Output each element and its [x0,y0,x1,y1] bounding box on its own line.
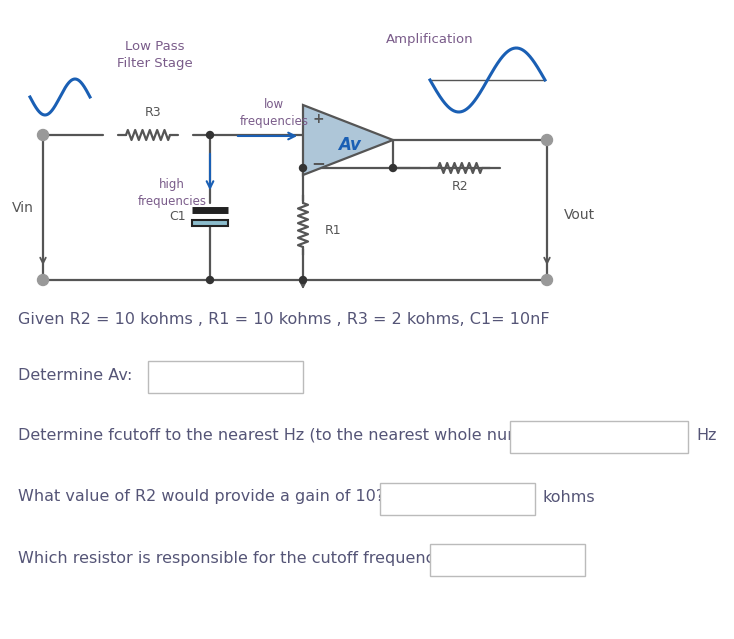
Text: Low Pass
Filter Stage: Low Pass Filter Stage [117,40,193,70]
Circle shape [206,132,214,139]
Polygon shape [303,105,393,175]
FancyBboxPatch shape [510,421,688,453]
Circle shape [299,277,307,284]
Text: Determine fcutoff to the nearest Hz (to the nearest whole number):: Determine fcutoff to the nearest Hz (to … [18,427,562,442]
Text: R3: R3 [145,107,161,119]
Text: kohms: kohms [542,489,595,505]
Circle shape [37,130,48,141]
Text: +: + [312,112,324,126]
Text: high
frequencies: high frequencies [137,178,206,208]
FancyBboxPatch shape [148,361,303,393]
Text: Amplification: Amplification [386,33,474,47]
Text: C1: C1 [170,210,186,224]
Text: Hz: Hz [696,427,716,442]
FancyBboxPatch shape [430,544,585,576]
Text: R2: R2 [451,180,468,192]
Text: What value of R2 would provide a gain of 10?: What value of R2 would provide a gain of… [18,489,385,505]
Text: low
frequencies: low frequencies [239,98,308,128]
Circle shape [206,277,214,284]
Circle shape [542,134,553,146]
Circle shape [299,164,307,171]
Text: Vin: Vin [12,201,34,215]
Text: Which resistor is responsible for the cutoff frequency?: Which resistor is responsible for the cu… [18,551,452,566]
Circle shape [390,164,396,171]
Circle shape [37,275,48,286]
Text: Given R2 = 10 kohms , R1 = 10 kohms , R3 = 2 kohms, C1= 10nF: Given R2 = 10 kohms , R1 = 10 kohms , R3… [18,312,550,328]
Text: Av: Av [338,136,361,154]
Text: Vout: Vout [564,208,595,222]
Text: −: − [311,154,325,172]
FancyBboxPatch shape [380,483,535,515]
Text: Determine Av:: Determine Av: [18,367,132,383]
Circle shape [542,275,553,286]
Text: R1: R1 [325,224,341,236]
FancyBboxPatch shape [192,220,228,226]
